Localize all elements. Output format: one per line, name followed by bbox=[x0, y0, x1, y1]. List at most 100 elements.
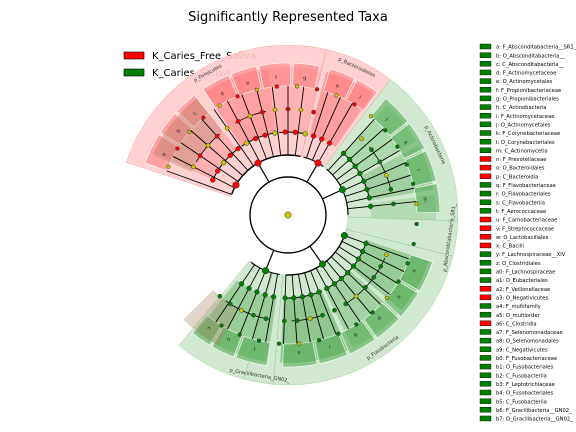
key-label: a2: F_Veillonellaceae bbox=[496, 287, 550, 293]
key-label: s: C_Flavobacteriia bbox=[496, 200, 545, 206]
key-label: b3: F_Leptotrichiaceae bbox=[496, 382, 555, 388]
tree-node bbox=[411, 181, 416, 186]
tree-branch bbox=[271, 86, 282, 156]
key-swatch bbox=[479, 234, 492, 240]
tree-branch bbox=[180, 142, 239, 182]
key-label: a3: O_Negativicutes bbox=[496, 295, 548, 301]
tree-node bbox=[210, 177, 216, 183]
tree-arc bbox=[324, 240, 368, 291]
tree-branch bbox=[335, 251, 390, 295]
tree-node bbox=[355, 256, 362, 262]
key-label: a1: O_Eubacteriales bbox=[496, 278, 548, 284]
tree-node bbox=[217, 293, 223, 299]
key-swatch bbox=[479, 346, 492, 352]
tree-branch bbox=[306, 92, 329, 159]
tree-node bbox=[262, 292, 268, 298]
tree-node bbox=[411, 241, 416, 247]
tree-node bbox=[276, 341, 282, 346]
key-swatch bbox=[479, 225, 492, 231]
key-label: o: O_Bacteroidales bbox=[496, 166, 545, 172]
phylum-sector bbox=[345, 216, 459, 257]
tree-node bbox=[391, 201, 396, 207]
key-swatch bbox=[479, 398, 492, 404]
tree-node bbox=[367, 203, 374, 209]
leaf-sector bbox=[413, 183, 441, 214]
tree-node bbox=[345, 270, 351, 276]
tree-branch bbox=[346, 187, 415, 203]
tree-node bbox=[272, 107, 278, 113]
key-label: b2: C_Fusobacteriia bbox=[496, 373, 547, 379]
tree-node bbox=[314, 87, 320, 92]
clade-background-sectors bbox=[126, 44, 459, 386]
tree-node bbox=[205, 143, 211, 148]
tree-branch bbox=[172, 156, 235, 189]
tree-node bbox=[302, 131, 308, 137]
clade-letter: e bbox=[245, 80, 250, 87]
tree-node bbox=[166, 164, 171, 169]
tree-node bbox=[370, 310, 375, 315]
key-swatch bbox=[479, 251, 492, 257]
tree-node bbox=[263, 316, 269, 322]
tree-node bbox=[414, 201, 419, 206]
tree-node bbox=[319, 136, 325, 142]
tree-node bbox=[285, 106, 291, 112]
leaf-sector bbox=[323, 68, 356, 100]
key-swatch bbox=[479, 381, 492, 387]
tree-branch bbox=[265, 274, 279, 343]
key-label: a5: O_multiorder bbox=[496, 313, 541, 319]
tree-node bbox=[357, 170, 363, 177]
tree-node bbox=[308, 292, 314, 298]
key-label: n: F_Prevotellaceae bbox=[496, 157, 546, 163]
clade-letter: l bbox=[415, 169, 421, 172]
tree-node bbox=[347, 156, 353, 163]
tree-node bbox=[298, 107, 304, 113]
key-label: l: O_Corynebacteriales bbox=[496, 140, 555, 146]
tree-arc bbox=[343, 257, 386, 306]
tree-node bbox=[361, 178, 367, 184]
key-label: b1: O_Fusobacteriales bbox=[496, 365, 553, 371]
clade-letter: q bbox=[353, 331, 359, 338]
tree-node bbox=[239, 307, 244, 313]
key-label: w: O_Lactobacillales bbox=[496, 235, 549, 241]
key-label: h: C_Actinobacteria bbox=[496, 105, 546, 111]
tree-node bbox=[343, 301, 349, 307]
key-label: x: C_Bacilli bbox=[496, 244, 524, 250]
tree-node bbox=[314, 159, 322, 167]
tree-node bbox=[235, 119, 241, 124]
key-label: b5: C_Fusobacteriia bbox=[496, 399, 547, 405]
key-swatch bbox=[479, 268, 492, 275]
clade-letter: t bbox=[253, 345, 256, 351]
tree-node bbox=[395, 144, 400, 149]
tree-node bbox=[254, 87, 259, 92]
tree-node bbox=[371, 274, 377, 280]
key-swatch bbox=[479, 147, 492, 154]
tree-node bbox=[294, 318, 300, 323]
clade-letter: d bbox=[220, 91, 226, 98]
tree-branch bbox=[252, 272, 272, 340]
tree-node bbox=[274, 84, 279, 89]
tree-node bbox=[383, 172, 389, 178]
tree-node bbox=[217, 103, 222, 108]
leaf-sector bbox=[160, 112, 193, 146]
clade-letter: n bbox=[410, 268, 417, 273]
key-swatch bbox=[479, 130, 492, 136]
key-label: m: C_Actinomycetia bbox=[496, 148, 548, 154]
tree-node bbox=[324, 285, 330, 291]
tree-branch bbox=[256, 89, 274, 157]
tree-node bbox=[332, 307, 337, 313]
tree-node bbox=[270, 294, 277, 300]
tree-node bbox=[366, 195, 372, 201]
tree-node bbox=[191, 164, 196, 170]
key-label: k: F_Corynebacteriaceae bbox=[496, 131, 560, 137]
clade-letter: i bbox=[358, 95, 362, 101]
key-label: q: F_Flavobacteriaceae bbox=[496, 183, 556, 189]
tree-branch bbox=[257, 162, 270, 183]
tree-node bbox=[318, 260, 326, 268]
clade-sector bbox=[153, 98, 237, 180]
key-swatch bbox=[479, 311, 492, 318]
tree-node bbox=[214, 133, 220, 139]
tree-branch bbox=[297, 274, 311, 343]
tree-node bbox=[299, 294, 306, 300]
key-swatch bbox=[479, 164, 492, 171]
tree-node bbox=[201, 115, 206, 120]
